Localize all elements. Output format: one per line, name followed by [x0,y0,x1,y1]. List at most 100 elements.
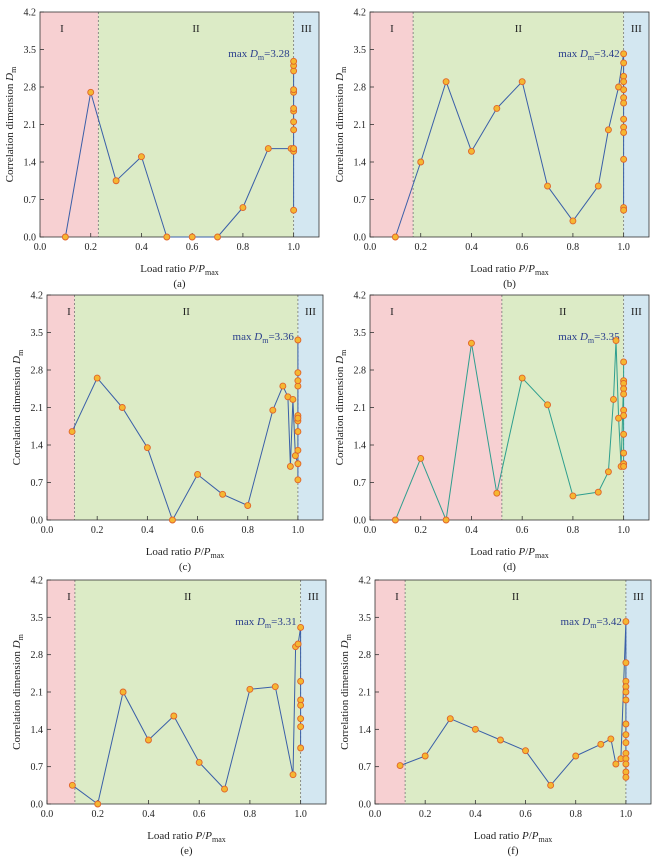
region-label-II: II [512,591,520,603]
y-tick-label: 2.8 [354,366,367,377]
data-point [294,336,302,344]
data-point [417,454,425,462]
region-label-II: II [192,23,200,35]
region-I-band [375,580,406,804]
data-point [297,744,305,752]
region-label-II: II [183,306,191,318]
x-axis-label: Load ratio P/Pmax [474,830,553,844]
region-label-I: I [67,306,71,318]
data-point [622,618,630,626]
y-tick-label: 2.8 [31,366,44,377]
x-tick-label: 0.0 [34,242,47,253]
y-tick-label: 2.1 [354,120,367,131]
data-point [612,337,620,344]
data-point [622,659,630,667]
x-tick-label: 1.0 [617,525,630,536]
y-tick-label: 0.0 [354,233,367,244]
y-tick-label: 3.5 [359,613,372,624]
data-point [493,104,501,112]
y-axis-label: Correlation dimension Dm [334,66,348,182]
x-axis-label: Load ratio P/Pmax [146,546,225,560]
data-point [290,206,298,214]
y-tick-label: 0.7 [354,195,367,206]
data-point [622,731,630,739]
data-point [620,449,628,457]
x-tick-label: 1.0 [287,242,300,253]
max-dm-annotation: max Dm=3.28 [228,48,290,62]
data-point [497,736,504,744]
data-point [622,760,630,768]
y-tick-label: 2.1 [24,120,37,131]
y-axis-label: Correlation dimension Dm [4,66,18,182]
data-point [143,444,151,452]
x-tick-label: 1.0 [617,242,630,253]
data-point [547,781,555,789]
x-tick-label: 1.0 [294,809,307,820]
data-point [61,233,69,241]
data-point [620,86,628,94]
panel-caption: (d) [503,561,516,573]
data-point [522,747,529,755]
x-tick-label: 0.6 [519,809,532,820]
region-I-band [370,12,414,237]
data-point [246,685,254,693]
data-point [604,126,612,134]
data-point [290,118,298,126]
data-point [188,233,196,241]
data-point [518,78,526,86]
region-label-I: I [390,306,394,318]
data-point [442,516,450,524]
y-tick-label: 1.4 [359,725,372,736]
data-point [290,86,298,94]
data-point [468,339,475,347]
data-point [604,468,612,476]
data-point [620,206,628,214]
data-point [297,701,305,709]
data-point [620,99,628,107]
y-tick-label: 1.4 [31,725,44,736]
region-label-III: III [308,591,319,603]
data-point [118,404,126,411]
data-point [622,696,630,704]
region-I-band [370,295,502,520]
data-point [569,492,577,500]
data-point [518,374,526,382]
y-tick-label: 2.1 [354,403,367,414]
data-point [94,800,102,808]
y-axis-label: Correlation dimension Dm [11,349,25,465]
region-I-band [47,295,75,520]
region-label-I: I [395,591,399,603]
data-point [294,460,302,468]
y-tick-label: 3.5 [354,45,367,56]
region-III-band [623,12,649,237]
data-point [622,688,630,696]
x-tick-label: 0.8 [567,242,580,253]
data-point [138,153,145,161]
data-point [297,723,305,731]
x-tick-label: 1.0 [620,809,633,820]
data-point [290,126,298,134]
x-tick-label: 0.2 [84,242,97,253]
y-tick-label: 1.4 [24,158,37,169]
region-III-band [300,580,326,804]
y-tick-label: 0.7 [359,762,372,773]
y-tick-label: 0.7 [31,478,44,489]
y-tick-label: 0.7 [31,762,44,773]
y-tick-label: 2.8 [24,83,37,94]
data-point [622,739,630,747]
y-tick-label: 4.2 [31,291,44,302]
y-tick-label: 2.8 [359,650,372,661]
x-tick-label: 0.6 [516,525,529,536]
y-tick-label: 0.7 [354,478,367,489]
x-tick-label: 1.0 [292,525,305,536]
y-tick-label: 2.8 [31,650,44,661]
data-point [297,624,305,631]
y-tick-label: 4.2 [359,576,372,587]
data-point [294,640,302,648]
data-point [442,78,450,86]
y-tick-label: 0.0 [24,233,37,244]
data-point [290,104,298,112]
panel-caption: (e) [180,845,193,857]
